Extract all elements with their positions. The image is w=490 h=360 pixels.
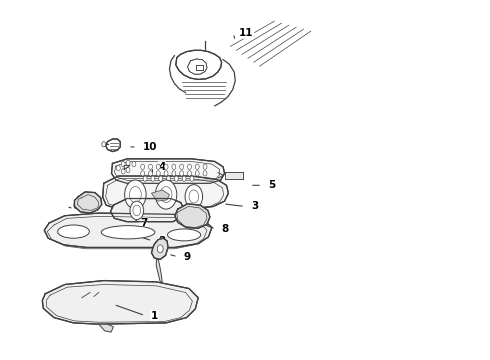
Polygon shape <box>124 166 130 170</box>
Ellipse shape <box>168 229 201 241</box>
Polygon shape <box>44 213 212 247</box>
Text: 9: 9 <box>184 252 191 262</box>
Circle shape <box>121 162 125 167</box>
Circle shape <box>121 169 125 174</box>
Circle shape <box>196 171 199 176</box>
Circle shape <box>155 180 177 209</box>
Text: 7: 7 <box>140 218 147 228</box>
Circle shape <box>188 171 192 176</box>
Text: 3: 3 <box>251 202 258 211</box>
Circle shape <box>160 186 172 203</box>
Polygon shape <box>224 172 243 179</box>
Text: 5: 5 <box>268 180 275 190</box>
Circle shape <box>164 164 168 170</box>
Polygon shape <box>175 204 210 228</box>
Text: 10: 10 <box>143 142 157 152</box>
Polygon shape <box>103 176 228 209</box>
Circle shape <box>203 164 207 170</box>
Polygon shape <box>196 65 203 69</box>
Polygon shape <box>156 260 162 282</box>
Circle shape <box>164 171 168 176</box>
Circle shape <box>141 171 145 176</box>
Circle shape <box>185 185 202 208</box>
Circle shape <box>188 164 192 170</box>
Circle shape <box>203 171 207 176</box>
Circle shape <box>167 176 171 181</box>
Circle shape <box>189 190 198 203</box>
Polygon shape <box>111 198 184 222</box>
Circle shape <box>126 167 130 173</box>
Circle shape <box>151 176 155 181</box>
Circle shape <box>126 160 130 166</box>
Circle shape <box>180 164 184 170</box>
Circle shape <box>159 176 163 181</box>
Polygon shape <box>176 50 221 80</box>
Text: 11: 11 <box>239 28 254 38</box>
Polygon shape <box>74 192 102 213</box>
Circle shape <box>148 164 152 170</box>
Circle shape <box>116 166 120 171</box>
Circle shape <box>174 176 178 181</box>
Polygon shape <box>151 238 168 260</box>
Ellipse shape <box>101 226 155 239</box>
Polygon shape <box>42 280 198 324</box>
Polygon shape <box>106 139 120 152</box>
Circle shape <box>180 171 184 176</box>
Circle shape <box>148 171 152 176</box>
Circle shape <box>156 171 160 176</box>
Polygon shape <box>99 324 114 332</box>
Circle shape <box>156 164 160 170</box>
Circle shape <box>190 176 194 181</box>
Circle shape <box>141 164 145 170</box>
Circle shape <box>157 245 163 253</box>
Circle shape <box>143 176 147 181</box>
Circle shape <box>124 180 146 209</box>
Circle shape <box>172 164 176 170</box>
Circle shape <box>132 162 136 167</box>
Circle shape <box>133 205 141 216</box>
Circle shape <box>172 171 176 176</box>
Circle shape <box>129 186 141 203</box>
Text: 8: 8 <box>221 224 229 234</box>
Circle shape <box>196 164 199 170</box>
Polygon shape <box>151 190 170 201</box>
Text: 6: 6 <box>72 202 79 211</box>
Text: 4: 4 <box>158 162 166 172</box>
Polygon shape <box>188 59 207 74</box>
Ellipse shape <box>58 225 89 238</box>
Circle shape <box>102 141 106 147</box>
Circle shape <box>182 176 186 181</box>
Polygon shape <box>112 159 224 183</box>
Text: 2: 2 <box>158 236 166 246</box>
Text: 1: 1 <box>151 311 158 321</box>
Circle shape <box>130 201 144 220</box>
